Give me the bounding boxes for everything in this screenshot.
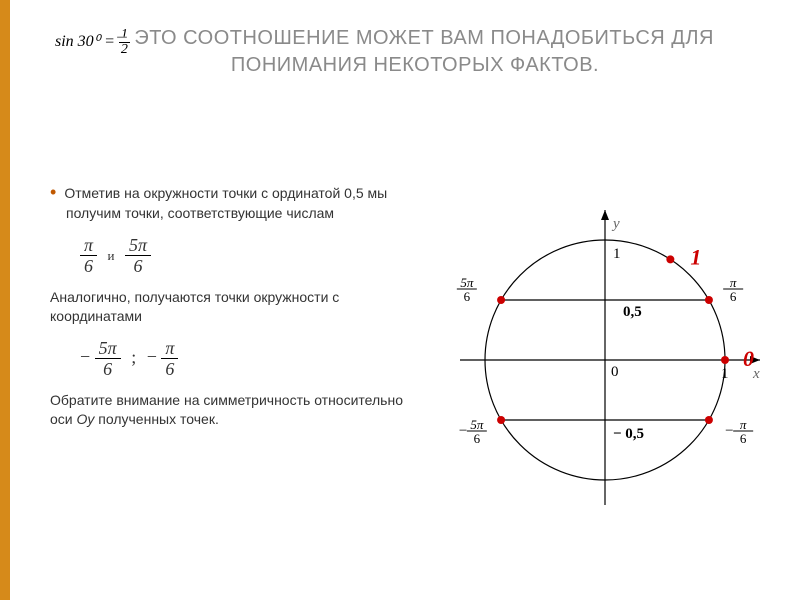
svg-text:1: 1 [690,244,701,269]
svg-text:1: 1 [721,366,729,382]
accent-border [0,0,10,600]
svg-text:−: − [725,423,733,439]
fraction-row-2: − 5π 6 ; − π 6 [80,338,410,379]
svg-text:6: 6 [740,431,747,446]
svg-text:6: 6 [730,289,737,304]
svg-text:− 0,5: − 0,5 [613,426,644,442]
bullet-1: Отметив на окружности точки с ординатой … [66,180,410,223]
svg-text:5π: 5π [470,417,484,432]
para-2: Аналогично, получаются точки окружности … [50,288,410,326]
frac-pi6: π 6 [80,235,97,276]
unit-circle-diagram: yx0110,5− 0,510π65π6−5π6−π6 [435,190,775,535]
frac-neg5pi6: 5π 6 [95,338,121,379]
body-text: Отметив на окружности точки с ординатой … [50,180,410,429]
and-label: и [108,248,115,263]
para-3: Обратите внимание на симметричность отно… [50,391,410,429]
svg-text:6: 6 [464,289,471,304]
svg-text:y: y [611,216,620,232]
svg-text:1: 1 [613,246,621,262]
svg-text:0: 0 [743,346,754,371]
svg-text:6: 6 [474,431,481,446]
svg-text:0,5: 0,5 [623,304,642,320]
page-title: − ЭТО СООТНОШЕНИЕ МОЖЕТ ВАМ ПОНАДОБИТЬСЯ… [90,25,740,79]
svg-text:π: π [730,275,737,290]
frac-negpi6: π 6 [161,338,178,379]
fraction-row-1: π 6 и 5π 6 [80,235,410,276]
svg-text:0: 0 [611,364,619,380]
svg-text:π: π [740,417,747,432]
frac-5pi6: 5π 6 [125,235,151,276]
svg-text:−: − [459,423,467,439]
svg-text:5π: 5π [460,275,474,290]
